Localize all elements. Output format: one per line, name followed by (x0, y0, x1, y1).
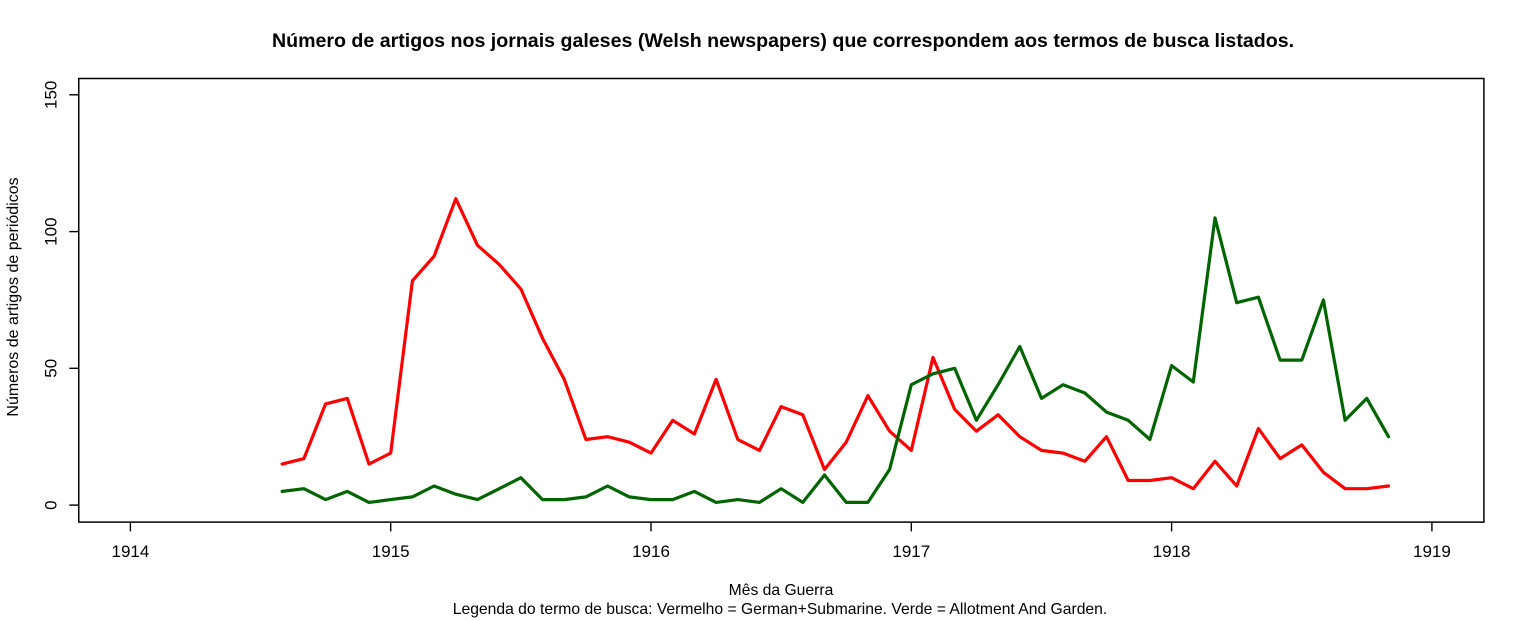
svg-text:1918: 1918 (1153, 542, 1191, 561)
svg-text:1914: 1914 (111, 542, 149, 561)
svg-text:Número de artigos nos jornais: Número de artigos nos jornais galeses (W… (272, 30, 1294, 52)
svg-text:100: 100 (42, 217, 61, 245)
svg-text:50: 50 (42, 359, 61, 378)
svg-text:1919: 1919 (1413, 542, 1451, 561)
svg-text:1916: 1916 (632, 542, 670, 561)
svg-text:1917: 1917 (892, 542, 930, 561)
svg-text:Legenda do termo de busca: Ver: Legenda do termo de busca: Vermelho = Ge… (453, 601, 1108, 618)
svg-text:Números de artigos de periódic: Números de artigos de periódicos (5, 177, 22, 416)
svg-text:150: 150 (42, 81, 61, 109)
svg-text:1915: 1915 (372, 542, 410, 561)
svg-text:Mês da Guerra: Mês da Guerra (729, 582, 834, 599)
svg-text:0: 0 (42, 500, 61, 509)
